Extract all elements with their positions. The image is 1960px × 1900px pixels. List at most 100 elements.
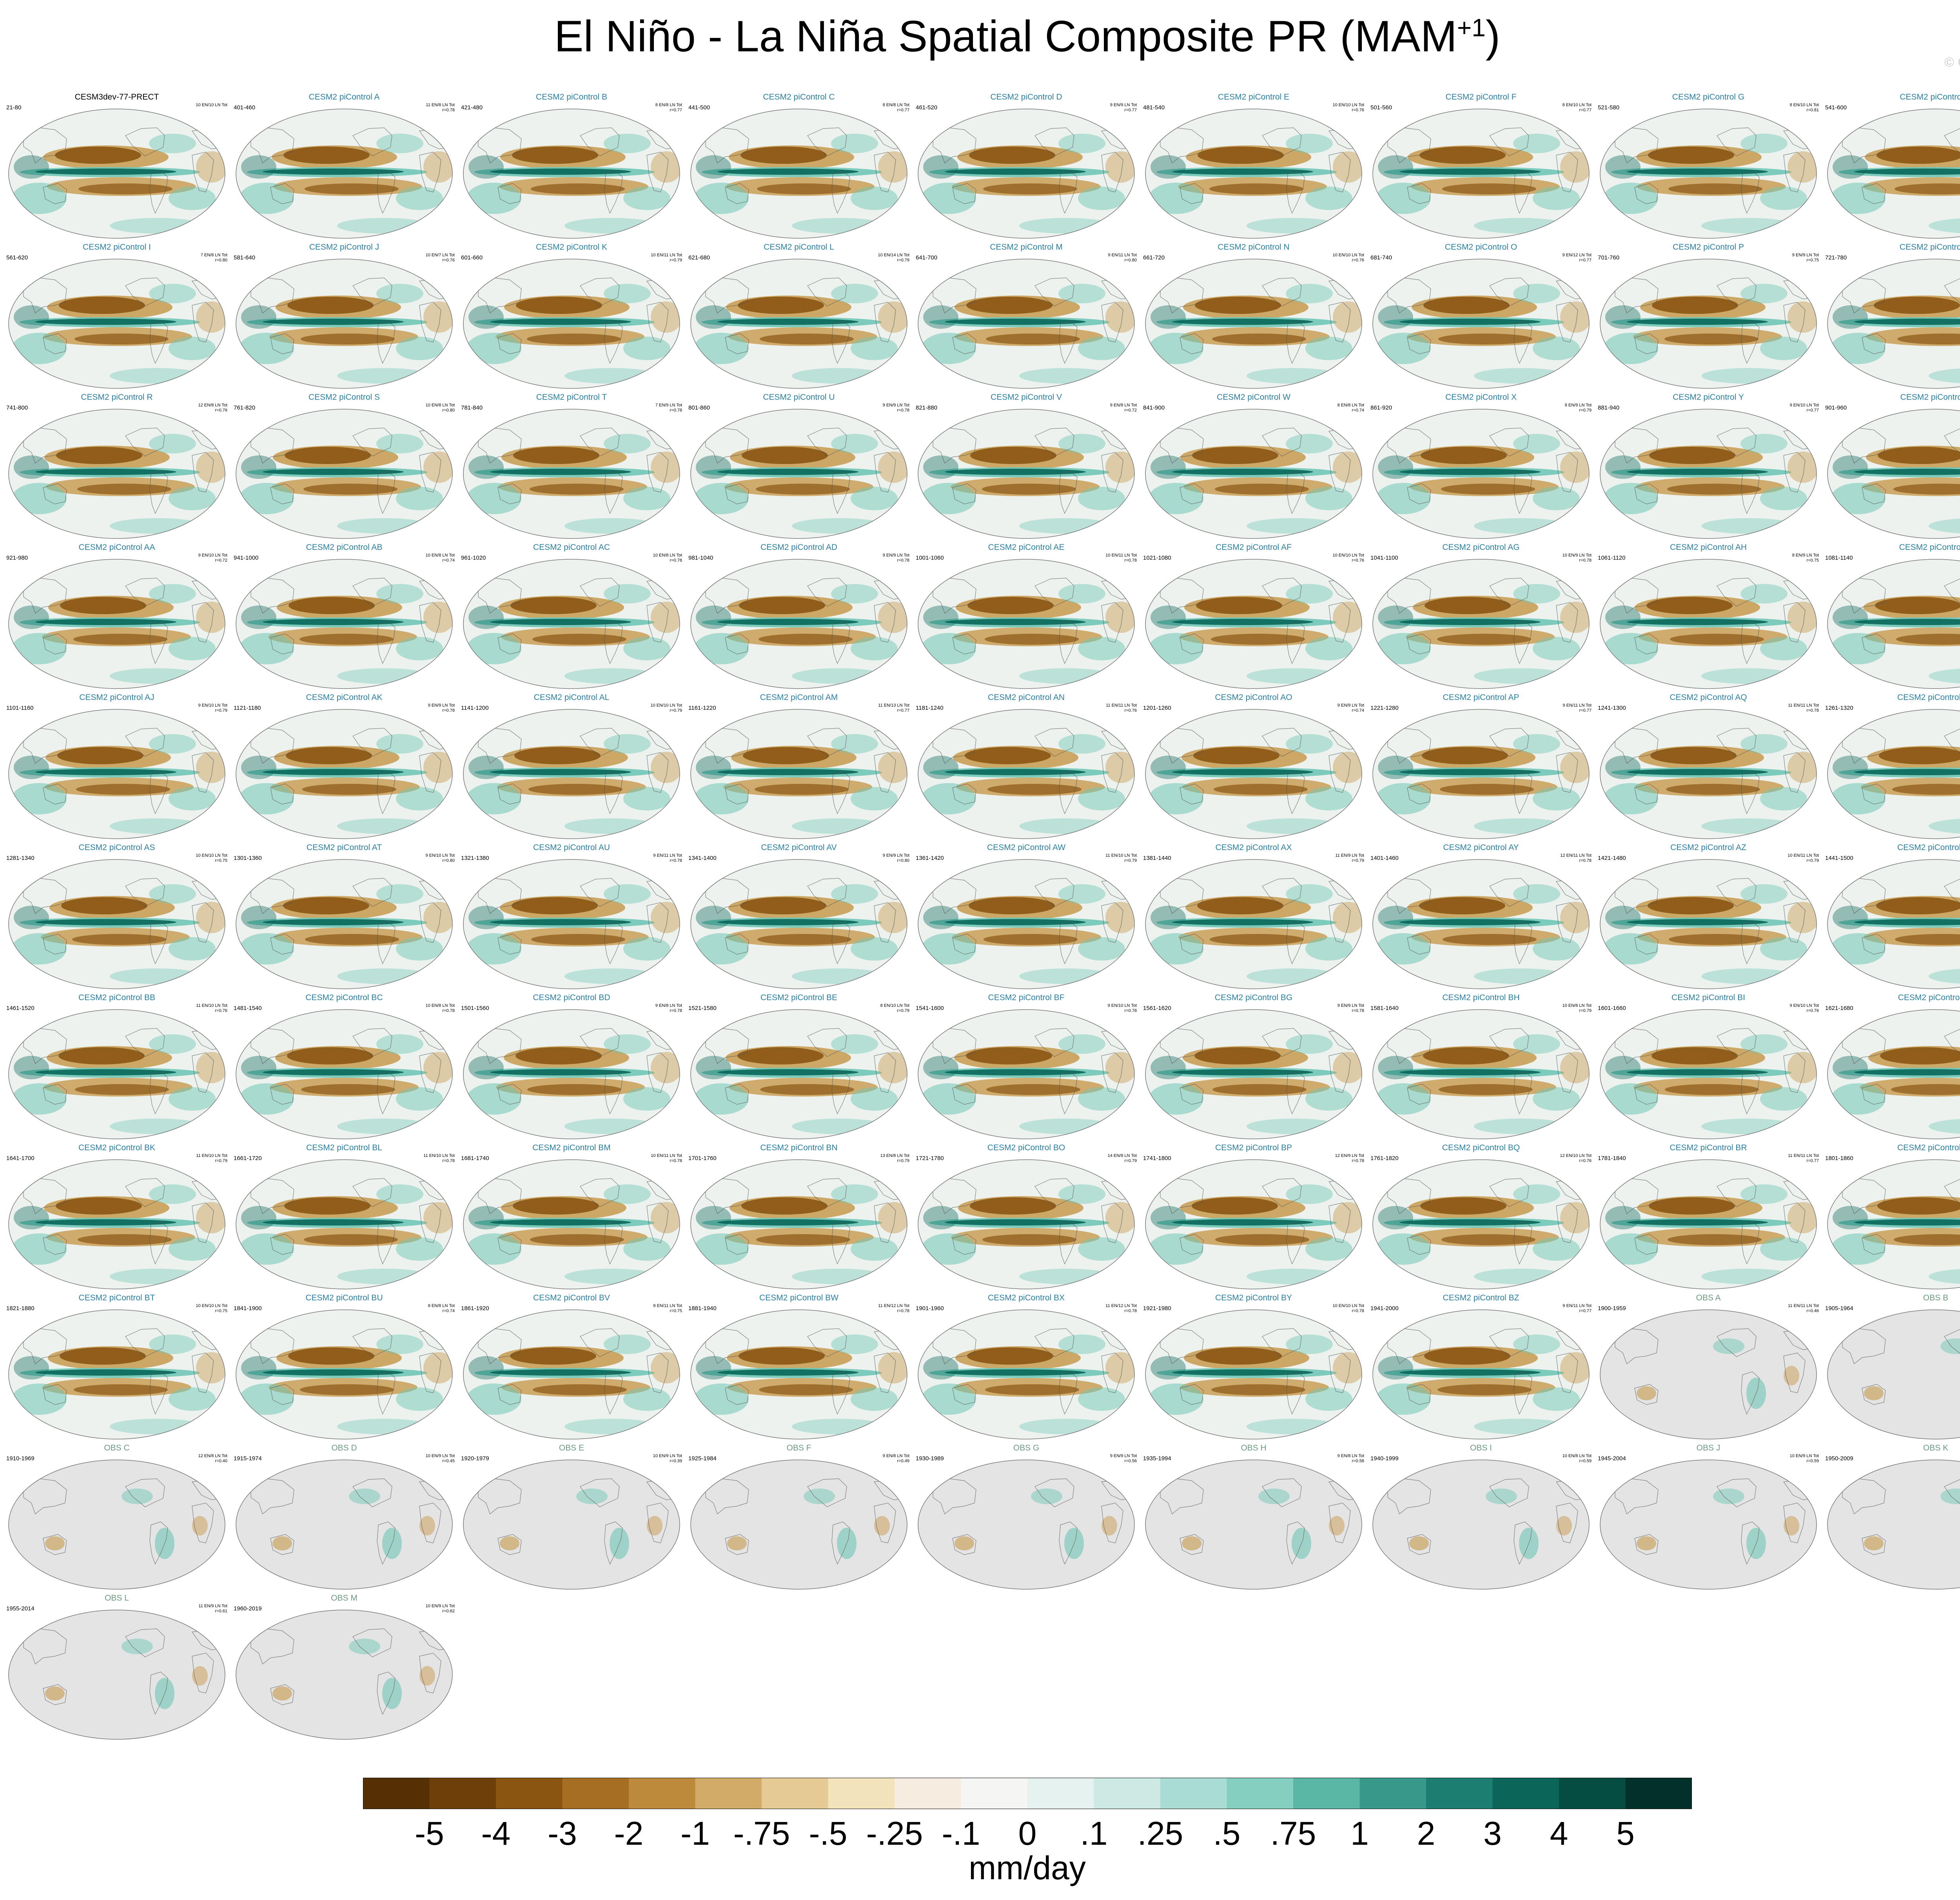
panel-years: 961-1020 [461,555,486,561]
panel-title: CESM2 piControl Y [1673,393,1744,402]
panel-stats: 11 EN/10 LN Tot r=0.78 [423,1153,455,1164]
panel-event-counts: 10 EN/9 LN Tot [425,1604,455,1608]
panel-stats: 9 EN/11 LN Tot r=0.80 [1108,253,1137,263]
panel-event-counts: 8 EN/8 LN Tot [428,1304,455,1308]
robinson-map [1600,1309,1817,1440]
panel-stats: 11 EN/11 LN Tot r=0.78 [1788,703,1819,713]
panel-event-counts: 8 EN/8 LN Tot [1337,403,1364,408]
colorbar-tick-label: -2 [614,1815,644,1852]
panel-years: 1910-1969 [6,1455,34,1462]
robinson-map [1600,109,1817,239]
robinson-map [1145,559,1362,689]
map-panel: CESM2 piControl Q721-78013 EN/8 LN Totr=… [1823,243,1960,392]
map-panel: CESM2 piControl AZ 1421-1480 10 EN/11 LN T… [1595,843,1821,993]
panel-correlation: r=0.78 [670,408,682,413]
robinson-map [8,1459,225,1590]
panel-years: 1201-1260 [1143,705,1171,711]
robinson-map [463,259,680,389]
map-panel: CESM2 piControl H541-6008 EN/9 LN Totr=0… [1823,92,1960,242]
panel-event-counts: 9 EN/10 LN Tot [425,853,455,858]
panel-event-counts: 9 EN/11 LN Tot [1108,253,1137,257]
panel-stats: 10 EN/8 LN Tot r=0.80 [426,403,455,413]
panel-years: 1321-1380 [461,855,489,861]
panel-event-counts: 10 EN/10 LN Tot [196,1304,227,1308]
robinson-map [236,1009,453,1139]
robinson-map [1145,709,1362,839]
panel-title: OBS D [331,1443,357,1452]
robinson-map [1372,409,1590,539]
panel-stats: 10 EN/10 LN Tot r=0.78 [1332,1304,1364,1314]
panel-years: 1781-1840 [1598,1155,1626,1162]
panel-years: 1241-1300 [1598,705,1626,711]
panel-stats: 10 EN/7 LN Tot r=0.76 [426,253,455,263]
robinson-map [1372,259,1590,389]
panel-event-counts: 10 EN/11 LN Tot [651,253,682,257]
panel-years: 1521-1580 [688,1005,717,1012]
panel-correlation: r=0.56 [1124,1459,1137,1463]
panel-stats: 11 EN/11 LN Tot r=0.46 [1788,1304,1819,1314]
panel-event-counts: 10 EN/10 LN Tot [1332,103,1364,107]
panel-correlation: r=0.75 [670,1309,682,1313]
panel-years: 1701-1760 [688,1155,717,1162]
panel-correlation: r=0.78 [1579,858,1592,863]
robinson-map [463,1159,680,1289]
panel-title: CESM2 piControl BV [533,1293,610,1302]
panel-correlation: r=0.58 [1352,1459,1365,1463]
map-panel: CESM2 piControl BV 1861-1920 8 EN/11 LN To… [459,1293,684,1443]
panel-correlation: r=0.49 [897,1459,910,1463]
colorbar-swatch [1426,1778,1493,1809]
map-panel: CESM2 piControl BF 1541-1600 9 EN/10 LN To… [913,993,1139,1143]
panel-stats: 12 EN/9 LN Tot r=0.78 [1335,1153,1364,1164]
panel-years: 1681-1740 [461,1155,489,1162]
panel-correlation: r=0.80 [442,408,455,413]
panel-correlation: r=0.78 [442,708,455,713]
panel-years: 801-860 [688,404,710,411]
panel-years: 1161-1220 [688,705,716,711]
colorbar-tick-label: -4 [481,1815,511,1852]
panel-years: 1341-1400 [688,855,717,861]
panel-stats: 10 EN/8 LN Tot r=0.59 [1563,1454,1592,1464]
panel-title: CESM2 piControl AK [306,693,383,702]
map-panel: CESM2 piControl C 441-500 8 EN/8 LN Tot r=0… [686,92,912,242]
panel-title: CESM2 piControl F [1445,92,1517,102]
map-panel: CESM2 piControl AF 1021-1080 10 EN/10 LN T… [1141,543,1367,693]
robinson-map [8,1009,225,1139]
panel-correlation: r=0.74 [442,1309,455,1313]
panel-title: OBS L [105,1594,129,1603]
map-panel: CESM2 piControl AA 921-980 9 EN/10 LN Tot r… [4,543,230,693]
panel-years: 1721-1780 [916,1155,944,1162]
robinson-map [1827,109,1960,239]
panel-years: 1421-1480 [1598,855,1626,861]
panel-event-counts: 10 EN/10 LN Tot [196,103,227,107]
robinson-map [918,1159,1135,1289]
map-panel: CESM2 piControl BT 1821-1880 10 EN/10 LN T… [4,1293,230,1443]
panel-years: 1915-1974 [234,1455,262,1462]
robinson-map [1600,709,1817,839]
panel-event-counts: 7 EN/9 LN Tot [655,403,682,408]
panel-stats: 10 EN/9 LN Tot r=0.45 [426,1454,455,1464]
panel-event-counts: 10 EN/10 LN Tot [1332,253,1364,257]
panel-correlation: r=0.74 [1352,708,1365,713]
panel-years: 601-660 [461,254,483,261]
panel-title: CESM2 piControl J [309,243,379,252]
robinson-map [1145,409,1362,539]
colorbar-tick-label: .25 [1137,1815,1183,1852]
panel-stats: 10 EN/10 LN Tot r=0.79 [650,703,682,713]
robinson-map [1827,709,1960,839]
colorbar-tick-label: -.25 [866,1815,923,1852]
panel-years: 1281-1340 [6,855,34,861]
panel-correlation: r=0.78 [897,1309,910,1313]
panel-correlation: r=0.61 [215,1609,228,1614]
map-panel: OBS C 1910-1969 12 EN/8 LN Tot r=0.40 [4,1443,230,1593]
panel-event-counts: 9 EN/10 LN Tot [1789,403,1819,408]
panel-years: 1121-1180 [234,705,261,711]
robinson-map [1145,1009,1362,1139]
panel-title: CESM2 piControl AS [78,843,155,852]
robinson-map [690,1159,907,1289]
panel-correlation: r=0.62 [442,1609,455,1614]
panel-title: CESM2 piControl AP [1443,693,1519,702]
colorbar-swatch [1293,1778,1360,1809]
panel-years: 1441-1500 [1825,855,1853,861]
map-panel: CESM2 piControl AT 1301-1360 9 EN/10 LN To… [231,843,457,993]
colorbar-tick-label: .1 [1080,1815,1108,1852]
